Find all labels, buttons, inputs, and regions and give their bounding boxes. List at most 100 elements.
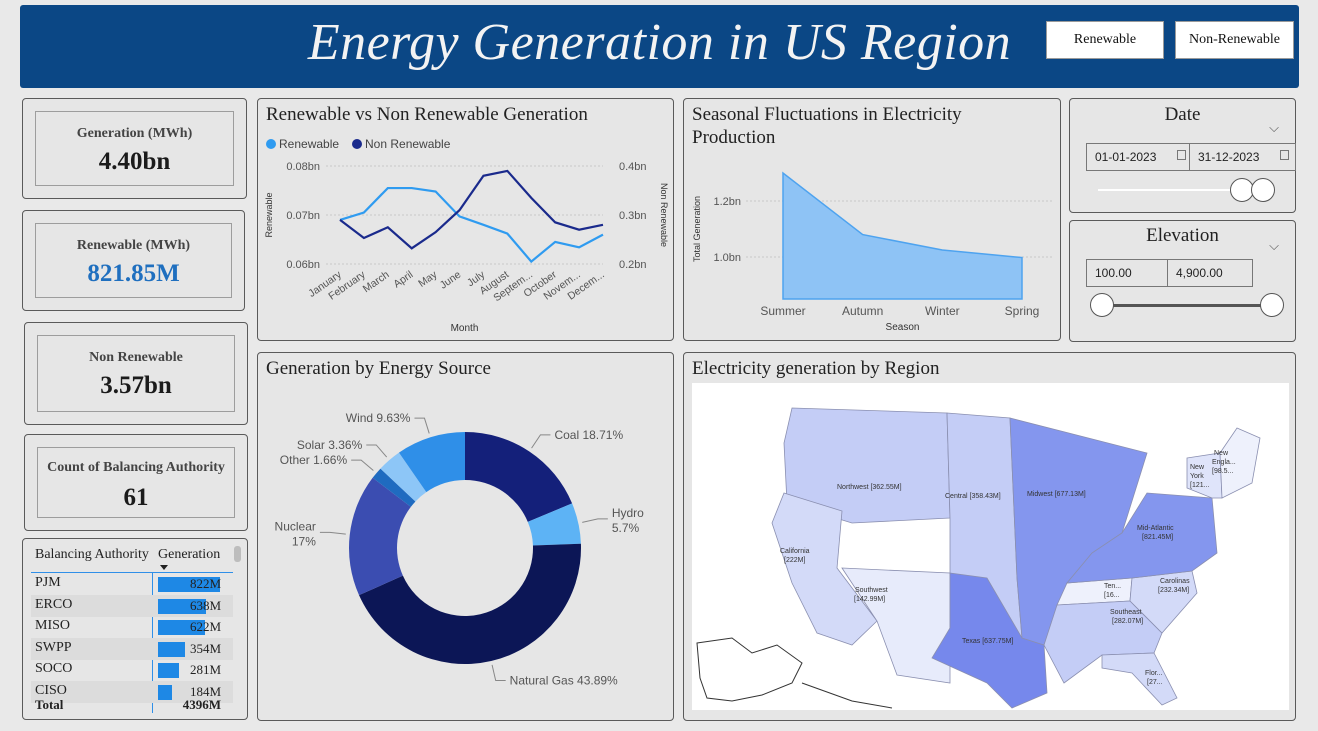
- legend-marker: [352, 139, 362, 149]
- kpi-card-balancing-count: Count of Balancing Authority 61: [24, 434, 248, 531]
- donut-slice: [398, 432, 465, 493]
- slice-label: Other 1.66%: [280, 453, 348, 467]
- map-label-new-england-2: Engla...: [1212, 459, 1236, 466]
- us-region-map[interactable]: Northwest [362.55M] Central [358.43M] Mi…: [692, 383, 1289, 710]
- dashboard-title: Energy Generation in US Region: [307, 14, 1012, 71]
- map-label-tennessee-2: [16...: [1104, 592, 1120, 599]
- elevation-max-input[interactable]: 4,900.00: [1167, 259, 1253, 287]
- region-new-york[interactable]: [1186, 452, 1223, 499]
- calendar-icon[interactable]: [1177, 150, 1186, 160]
- date-start-input[interactable]: 01-01-2023: [1086, 143, 1193, 171]
- chevron-down-icon[interactable]: ⌵: [1269, 121, 1279, 136]
- table-data-bar: [158, 598, 207, 614]
- elevation-slider-max-handle[interactable]: [1260, 293, 1284, 317]
- kpi-label: Count of Balancing Authority: [47, 460, 225, 475]
- leader-line: [351, 459, 374, 471]
- scrollbar-thumb[interactable]: [234, 546, 241, 562]
- region-texas[interactable]: [931, 572, 1048, 709]
- table-cell-generation: 822M: [189, 576, 221, 591]
- leader-line: [491, 664, 506, 681]
- leader-line: [319, 531, 346, 535]
- kpi-inner: Generation (MWh) 4.40bn: [35, 111, 234, 186]
- y-tick-label: 0.06bn: [286, 259, 320, 271]
- kpi-label: Generation (MWh): [76, 126, 193, 141]
- x-axis-label: Season: [886, 322, 920, 333]
- kpi-inner: Non Renewable 3.57bn: [37, 335, 235, 412]
- elevation-min-value: 100.00: [1095, 266, 1132, 280]
- date-end-value: 31-12-2023: [1198, 150, 1260, 164]
- date-slider-end-handle[interactable]: [1251, 178, 1276, 202]
- table-cell-generation: 281M: [189, 662, 221, 677]
- map-label-new-york-3: [121...: [1190, 482, 1210, 489]
- legend-label: Non Renewable: [365, 137, 451, 151]
- date-slicer: Date ⌵ 01-01-2023 31-12-2023: [1069, 98, 1296, 213]
- series-line: [339, 186, 604, 264]
- leader-line: [366, 444, 388, 458]
- table-data-bar: [158, 620, 205, 635]
- table-header-authority[interactable]: Balancing Authority: [35, 547, 149, 562]
- x-tick-label: June: [438, 269, 464, 292]
- region-new-england[interactable]: [1219, 427, 1261, 499]
- legend-label: Renewable: [279, 137, 339, 151]
- table-row[interactable]: MISO 622M: [31, 616, 233, 638]
- table-row[interactable]: CISO 184M: [31, 680, 233, 703]
- table-data-bar: [158, 663, 180, 678]
- legend-marker: [266, 139, 276, 149]
- leader-line: [414, 417, 430, 434]
- y2-axis-label: Non Renewable: [659, 183, 669, 247]
- donut-chart-title: Generation by Energy Source: [266, 358, 491, 379]
- area-chart-panel: Seasonal Fluctuations in Electricity Pro…: [683, 98, 1061, 341]
- x-axis-label: Month: [451, 323, 479, 334]
- slice-label: Coal 18.71%: [554, 428, 623, 442]
- region-southwest[interactable]: [841, 567, 951, 684]
- region-florida[interactable]: [1101, 652, 1178, 706]
- table-body: PJM 822M ERCO 638M MISO 622M SWPP 354M SOCO 281M C…: [31, 573, 233, 705]
- kpi-card-renewable: Renewable (MWh) 821.85M: [22, 210, 245, 311]
- area-chart: 1.0bn 1.2bn Summer Autumn Winter Spring Season…: [692, 171, 1052, 333]
- elevation-slicer-title: Elevation: [1146, 225, 1219, 246]
- donut-slice: [359, 543, 581, 664]
- map-label-california-1: California: [780, 548, 810, 555]
- date-slider-track[interactable]: [1098, 189, 1274, 191]
- calendar-icon[interactable]: [1280, 150, 1289, 160]
- table-row[interactable]: SWPP 354M: [31, 637, 233, 660]
- map-title: Electricity generation by Region: [692, 358, 940, 379]
- map-canvas[interactable]: Northwest [362.55M] Central [358.43M] Mi…: [692, 383, 1289, 710]
- region-california[interactable]: [771, 492, 878, 646]
- slice-label: Wind 9.63%: [346, 411, 411, 425]
- table-header-generation[interactable]: Generation: [158, 547, 221, 562]
- map-label-florida-1: Flor...: [1145, 670, 1163, 677]
- map-label-new-york-2: York: [1190, 473, 1204, 480]
- map-panel: Electricity generation by Region: [683, 352, 1296, 721]
- table-row[interactable]: PJM 822M: [31, 573, 233, 595]
- elevation-slicer: Elevation ⌵ 100.00 4,900.00: [1069, 220, 1296, 342]
- kpi-inner: Renewable (MWh) 821.85M: [35, 223, 232, 298]
- y-tick-label: 1.0bn: [713, 252, 741, 264]
- table-row[interactable]: SOCO 281M: [31, 659, 233, 681]
- y2-tick-label: 0.4bn: [619, 161, 647, 173]
- table-row[interactable]: ERCO 638M: [31, 594, 233, 617]
- kpi-value: 3.57bn: [100, 372, 172, 399]
- table-data-bar: [158, 684, 172, 700]
- date-start-value: 01-01-2023: [1095, 150, 1157, 164]
- renewable-button[interactable]: Renewable: [1046, 21, 1164, 59]
- map-label-southeast-1: Southeast: [1110, 609, 1142, 616]
- leader-line: [531, 434, 551, 449]
- elevation-slider-track[interactable]: [1102, 304, 1272, 307]
- y-tick-label: 0.08bn: [286, 161, 320, 173]
- map-label-florida-2: [27...: [1147, 679, 1163, 686]
- table-cell-authority: MISO: [35, 618, 71, 633]
- date-slider-start-handle[interactable]: [1230, 178, 1255, 202]
- date-end-input[interactable]: 31-12-2023: [1189, 143, 1296, 171]
- header-divider: [31, 572, 233, 573]
- region-mid-atlantic[interactable]: [1066, 492, 1218, 584]
- elevation-min-input[interactable]: 100.00: [1086, 259, 1172, 287]
- map-label-midwest: Midwest [677.13M]: [1027, 491, 1086, 498]
- line-chart-panel: Renewable vs Non Renewable Generation 0.…: [257, 98, 674, 341]
- alaska-outline: [696, 637, 893, 709]
- elevation-slider-min-handle[interactable]: [1090, 293, 1114, 317]
- chevron-down-icon[interactable]: ⌵: [1269, 239, 1279, 254]
- non-renewable-button[interactable]: Non-Renewable: [1175, 21, 1294, 59]
- line-chart-title: Renewable vs Non Renewable Generation: [266, 104, 588, 125]
- x-tick-label: May: [416, 268, 440, 290]
